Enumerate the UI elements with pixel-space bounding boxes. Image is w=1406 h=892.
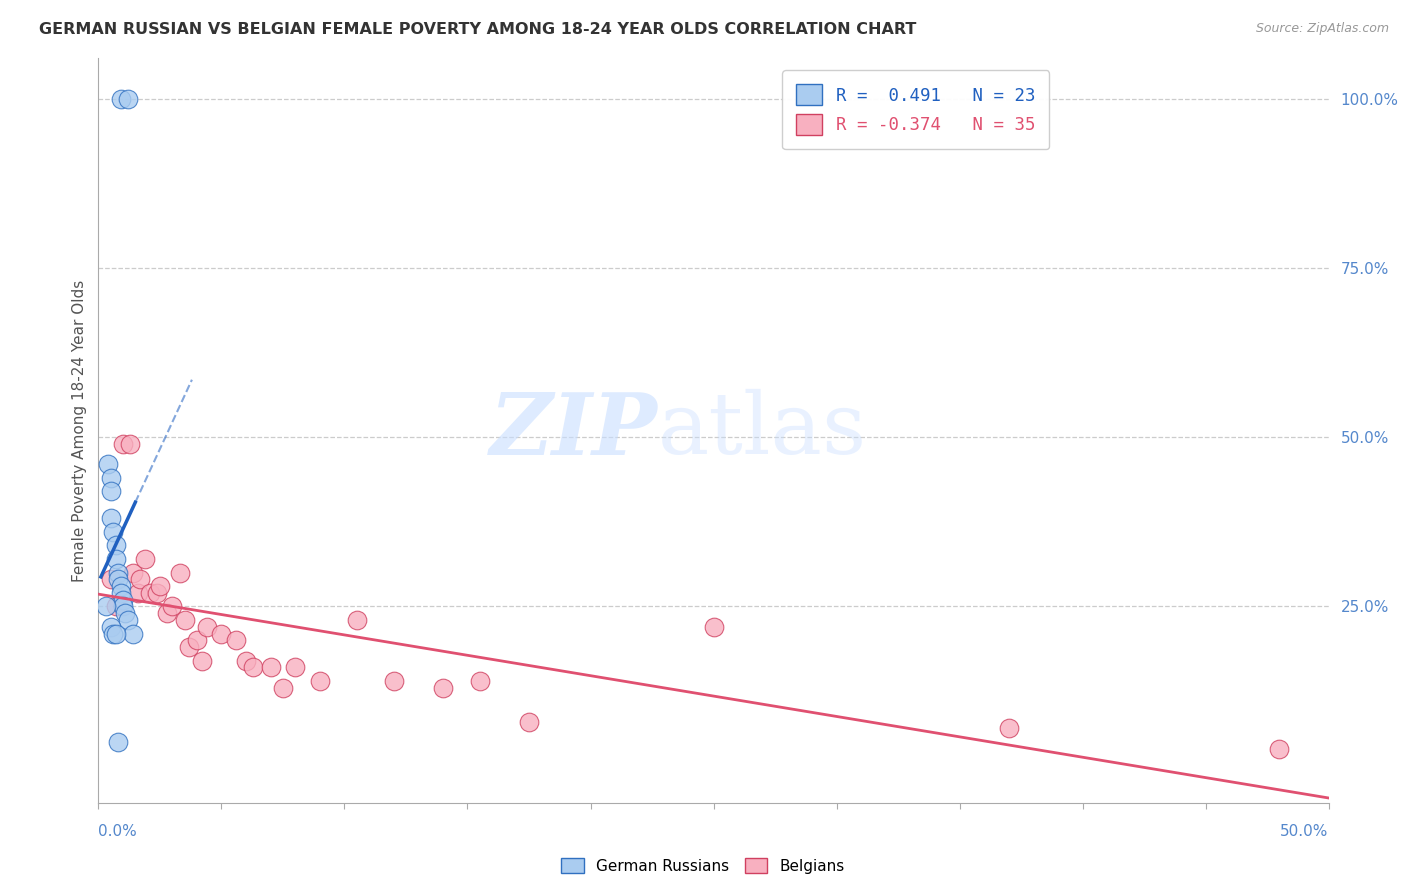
Point <box>94 599 117 614</box>
Point <box>110 92 132 106</box>
Point <box>271 681 294 695</box>
Text: atlas: atlas <box>658 389 868 472</box>
Point <box>100 511 122 525</box>
Point <box>110 586 132 600</box>
Point <box>117 613 139 627</box>
Point <box>122 626 145 640</box>
Point <box>235 654 257 668</box>
Point <box>998 721 1021 735</box>
Point <box>104 552 127 566</box>
Point <box>112 599 135 614</box>
Point <box>169 566 191 580</box>
Point <box>104 539 127 553</box>
Point <box>117 92 139 106</box>
Text: 50.0%: 50.0% <box>1281 824 1329 838</box>
Point <box>191 654 214 668</box>
Point <box>346 613 368 627</box>
Point <box>112 437 135 451</box>
Point <box>122 566 145 580</box>
Text: ZIP: ZIP <box>491 389 658 472</box>
Point <box>104 599 127 614</box>
Point <box>179 640 201 654</box>
Point <box>107 573 129 587</box>
Point <box>149 579 172 593</box>
Point <box>211 626 233 640</box>
Point <box>100 471 122 485</box>
Point <box>186 633 208 648</box>
Point <box>103 524 125 539</box>
Point <box>162 599 183 614</box>
Point <box>242 660 264 674</box>
Point <box>517 714 540 729</box>
Point <box>107 735 129 749</box>
Point <box>146 586 169 600</box>
Point <box>309 673 332 688</box>
Legend: German Russians, Belgians: German Russians, Belgians <box>555 852 851 880</box>
Point <box>1268 741 1291 756</box>
Text: Source: ZipAtlas.com: Source: ZipAtlas.com <box>1256 22 1389 36</box>
Point <box>156 606 179 620</box>
Point <box>107 566 129 580</box>
Point <box>195 620 218 634</box>
Y-axis label: Female Poverty Among 18-24 Year Olds: Female Poverty Among 18-24 Year Olds <box>72 279 87 582</box>
Point <box>100 620 122 634</box>
Point <box>173 613 195 627</box>
Point <box>100 484 122 499</box>
Point <box>432 681 454 695</box>
Point <box>284 660 307 674</box>
Point <box>703 620 725 634</box>
Point <box>260 660 283 674</box>
Text: 0.0%: 0.0% <box>98 824 138 838</box>
Point <box>134 552 156 566</box>
Point <box>225 633 247 648</box>
Point <box>127 586 149 600</box>
Point <box>97 457 120 471</box>
Legend: R =  0.491   N = 23, R = -0.374   N = 35: R = 0.491 N = 23, R = -0.374 N = 35 <box>782 70 1049 149</box>
Point <box>114 606 136 620</box>
Point <box>110 579 132 593</box>
Point <box>120 437 142 451</box>
Text: GERMAN RUSSIAN VS BELGIAN FEMALE POVERTY AMONG 18-24 YEAR OLDS CORRELATION CHART: GERMAN RUSSIAN VS BELGIAN FEMALE POVERTY… <box>39 22 917 37</box>
Point <box>468 673 491 688</box>
Point <box>104 626 127 640</box>
Point <box>129 573 152 587</box>
Point <box>382 673 405 688</box>
Point <box>139 586 162 600</box>
Point <box>112 592 135 607</box>
Point <box>103 626 125 640</box>
Point <box>100 573 122 587</box>
